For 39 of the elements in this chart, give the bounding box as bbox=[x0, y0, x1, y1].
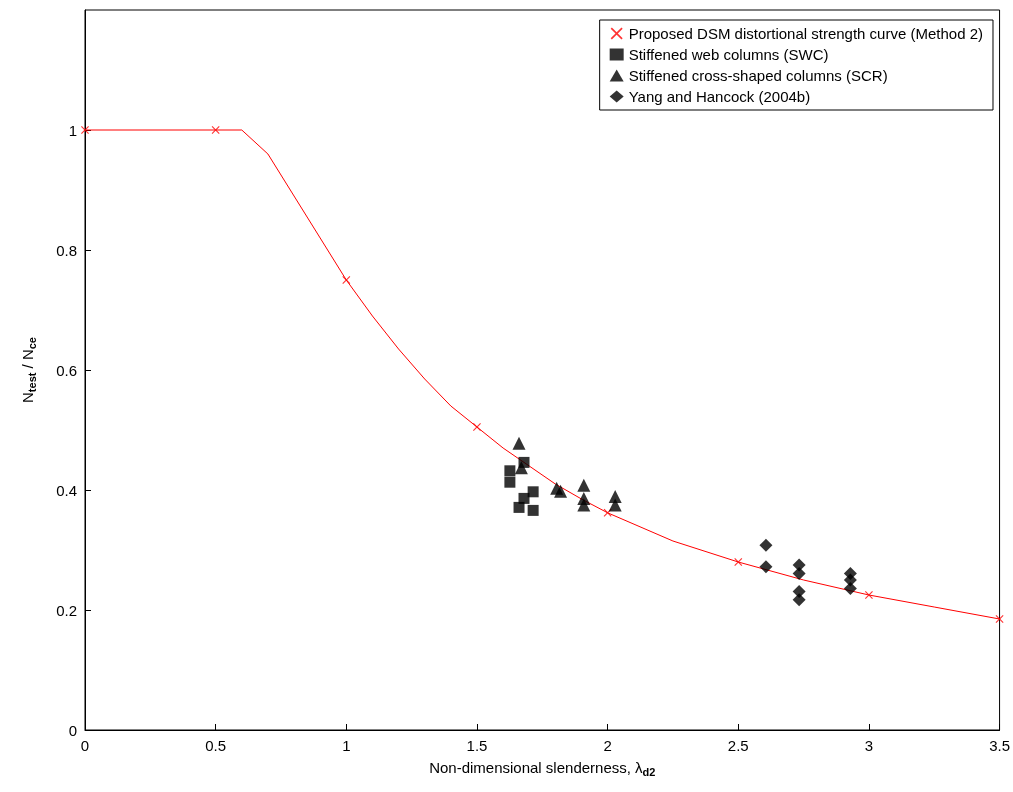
legend-label: Stiffened cross-shaped columns (SCR) bbox=[628, 67, 888, 84]
point bbox=[527, 504, 539, 516]
point bbox=[554, 484, 568, 498]
point bbox=[759, 560, 773, 574]
x-tick-label: 2.5 bbox=[727, 737, 749, 754]
x-tick-label: 0 bbox=[80, 737, 90, 754]
x-tick-label: 2 bbox=[603, 737, 612, 754]
point bbox=[792, 566, 806, 580]
x-tick-label: 3.5 bbox=[989, 737, 1010, 754]
y-tick-label: 1 bbox=[68, 121, 77, 139]
point bbox=[843, 581, 857, 595]
y-tick-label: 0.8 bbox=[56, 241, 77, 259]
y-tick-label: 0 bbox=[68, 721, 77, 739]
y-tick-label: 0.6 bbox=[56, 361, 77, 379]
legend-label: Proposed DSM distortional strength curve (Method 2) bbox=[628, 25, 984, 42]
y-tick-label: 0.2 bbox=[56, 601, 77, 619]
point bbox=[342, 276, 351, 284]
point bbox=[792, 593, 806, 607]
legend-label: Yang and Hancock (2004b) bbox=[628, 88, 811, 105]
point bbox=[512, 436, 526, 450]
x-tick-label: 0.5 bbox=[205, 737, 227, 754]
x-tick-label: 1.5 bbox=[466, 737, 488, 754]
y-tick-label: 0.4 bbox=[56, 481, 77, 499]
point bbox=[504, 465, 516, 477]
point bbox=[514, 461, 528, 475]
y-axis-title: Ntest / Nce bbox=[19, 337, 38, 403]
point bbox=[577, 478, 591, 492]
point bbox=[995, 615, 1004, 623]
point bbox=[513, 501, 525, 513]
point bbox=[211, 126, 220, 134]
point bbox=[504, 476, 516, 488]
x-tick-label: 1 bbox=[342, 737, 351, 754]
point bbox=[608, 498, 622, 512]
legend-label: Stiffened web columns (SWC) bbox=[628, 46, 829, 63]
point bbox=[734, 558, 743, 566]
point bbox=[577, 498, 591, 512]
point bbox=[759, 538, 773, 552]
point bbox=[527, 486, 539, 498]
x-tick-label: 3 bbox=[864, 737, 874, 754]
